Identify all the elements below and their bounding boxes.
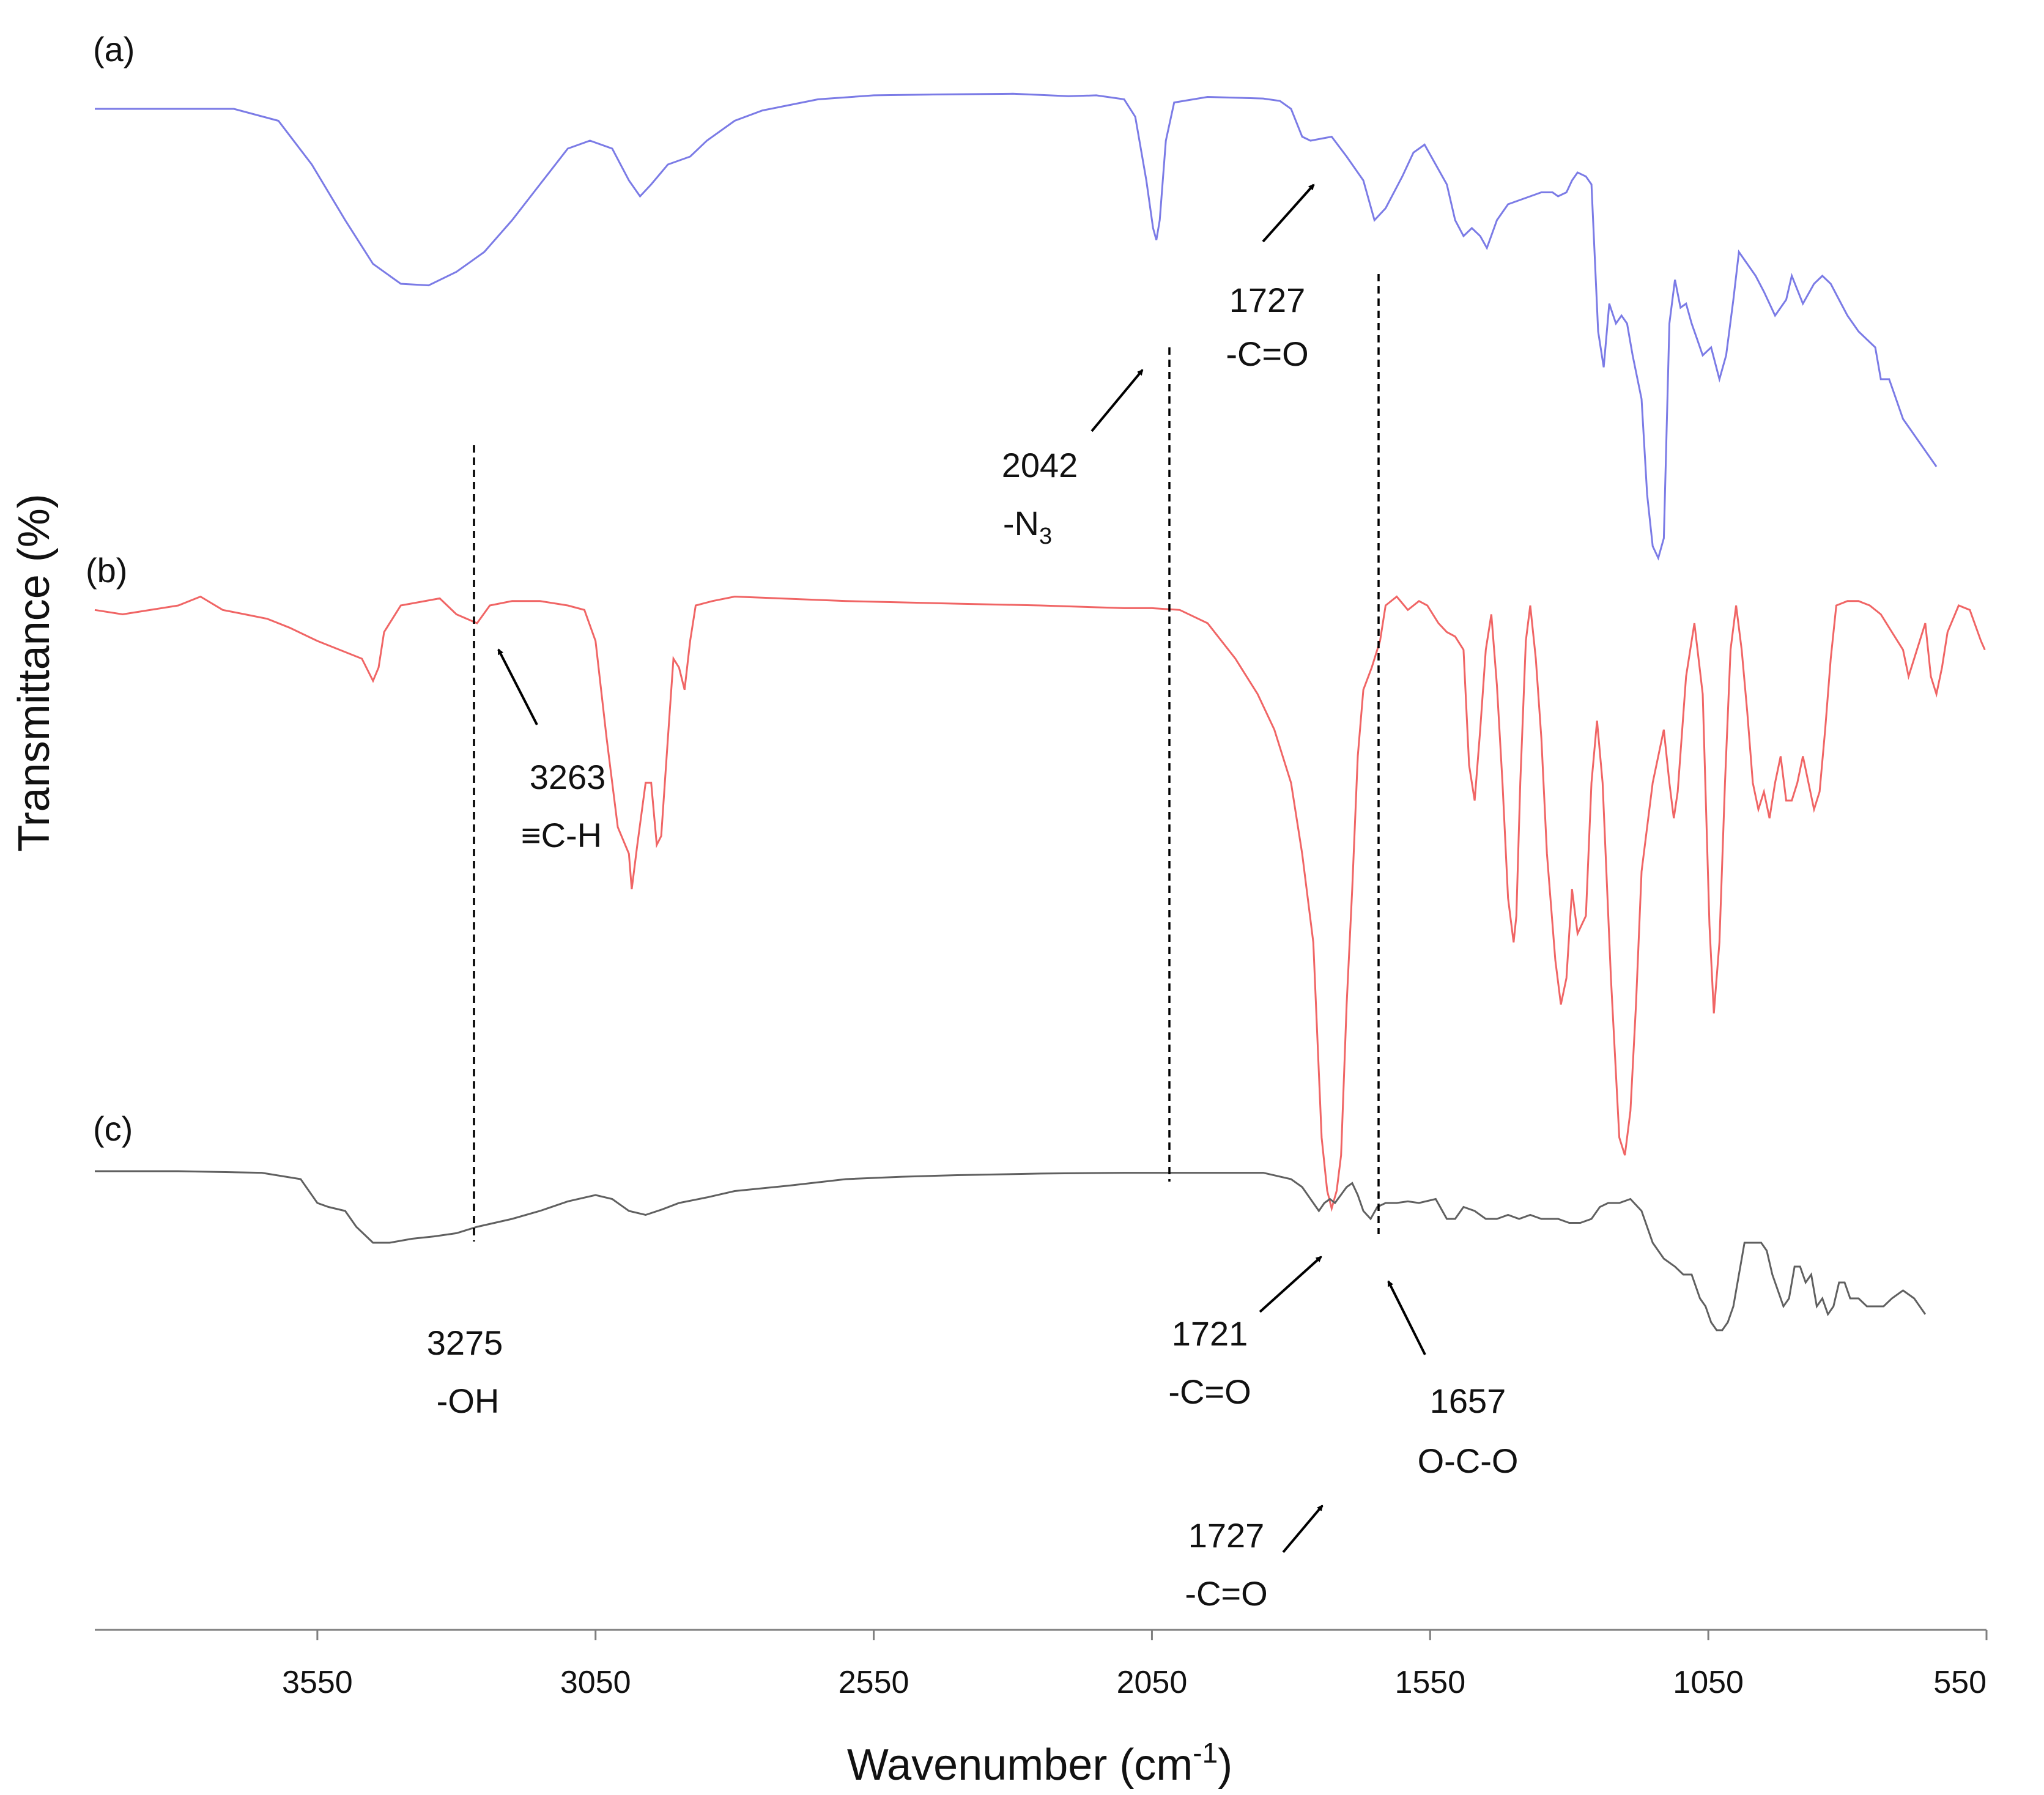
x-axis-ticks: 3550 3050 2550 2050 1550 1050 550 [282, 1630, 1988, 1700]
svg-text:-C=O: -C=O [1226, 335, 1308, 373]
annotation-3263: 3263 ≡C-H [521, 758, 605, 854]
svg-text:1727: 1727 [1229, 281, 1306, 319]
annotation-1657: 1657 O-C-O [1418, 1382, 1519, 1480]
x-tick-label: 3050 [560, 1665, 631, 1700]
annotation-1727-b: 1727 -C=O [1185, 1516, 1267, 1613]
arrow-3263 [497, 648, 538, 725]
x-tick-label: 2050 [1117, 1665, 1188, 1700]
arrow-1721 [1259, 1256, 1322, 1313]
panel-label-c: (c) [93, 1109, 133, 1148]
x-tick-label: 1550 [1394, 1665, 1465, 1700]
x-tick-label: 550 [1933, 1665, 1987, 1700]
svg-text:-N3: -N3 [1003, 504, 1052, 549]
panel-label-b: (b) [86, 551, 127, 590]
svg-text:O-C-O: O-C-O [1418, 1442, 1519, 1480]
arrow-1657 [1387, 1280, 1426, 1355]
y-axis-title: Transmittance (%) [10, 494, 59, 851]
arrow-1727-a [1262, 183, 1315, 243]
svg-text:-C=O: -C=O [1168, 1372, 1251, 1411]
arrow-2042 [1091, 369, 1144, 432]
series-line-b [94, 595, 1986, 1212]
svg-text:3275: 3275 [427, 1323, 503, 1362]
annotation-2042: 2042 -N3 [1002, 446, 1078, 549]
svg-text:-C=O: -C=O [1185, 1574, 1267, 1613]
annotation-3275: 3275 -OH [427, 1323, 503, 1420]
annotation-1721: 1721 -C=O [1168, 1314, 1251, 1411]
arrow-1727-b [1282, 1504, 1324, 1553]
x-axis-title: Wavenumber (cm-1) [847, 1737, 1232, 1789]
svg-text:2042: 2042 [1002, 446, 1078, 484]
x-tick-label: 3550 [282, 1665, 353, 1700]
svg-text:1721: 1721 [1172, 1314, 1248, 1353]
x-tick-label: 1050 [1673, 1665, 1744, 1700]
series-line-a [95, 92, 1938, 561]
x-tick-label: 2550 [839, 1665, 909, 1700]
svg-text:1727: 1727 [1188, 1516, 1265, 1555]
panel-label-a: (a) [93, 30, 135, 68]
svg-text:-OH: -OH [437, 1382, 500, 1420]
annotation-1727-a: 1727 -C=O [1226, 281, 1308, 373]
svg-text:1657: 1657 [1430, 1382, 1506, 1420]
svg-text:≡C-H: ≡C-H [521, 816, 602, 854]
series-line-c [95, 1170, 1927, 1331]
svg-text:3263: 3263 [530, 758, 606, 796]
